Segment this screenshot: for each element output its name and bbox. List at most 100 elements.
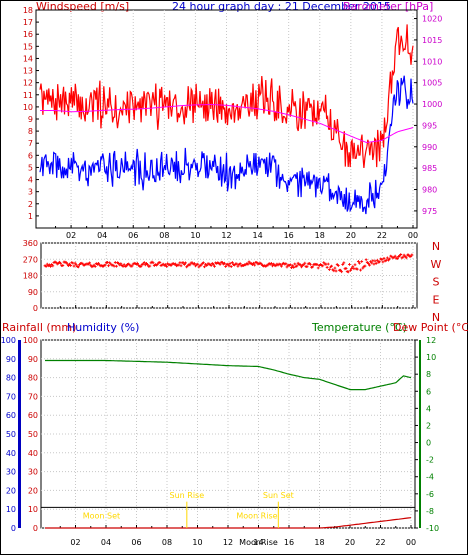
direction-point [158, 261, 162, 264]
direction-point [271, 264, 274, 268]
direction-point [284, 262, 288, 266]
direction-point [97, 261, 100, 265]
direction-point [122, 263, 126, 267]
humidity-y-tick-label: 30 [28, 468, 38, 477]
direction-compass-label: N [432, 240, 440, 253]
direction-point [77, 265, 80, 269]
direction-point [73, 261, 77, 265]
direction-point [358, 261, 361, 265]
humidity-axis-bar [18, 340, 21, 528]
direction-point [361, 266, 365, 270]
wind-x-tick-label: 00 [408, 231, 418, 240]
direction-point [253, 263, 257, 267]
direction-point [136, 262, 139, 265]
rain-y-tick-label: 0 [11, 524, 16, 533]
direction-point [146, 263, 149, 267]
wind-y-tick-label: 10 [23, 103, 33, 112]
direction-point [119, 262, 123, 266]
baro-y-tick-label: 990 [422, 143, 437, 152]
temperature-y-tick-label: -4 [426, 473, 434, 482]
direction-point [360, 260, 364, 263]
direction-point [174, 262, 177, 266]
direction-point [333, 266, 337, 270]
wind-y-tick-label: 18 [23, 6, 33, 15]
wind-y-tick-label: 13 [23, 67, 33, 76]
direction-point [151, 261, 155, 265]
temperature-y-tick-label: 2 [426, 421, 431, 430]
wind-y-tick-label: 15 [23, 42, 33, 51]
rain-y-tick-label: 60 [6, 411, 16, 420]
direction-point [340, 270, 344, 274]
direction-point [404, 256, 408, 260]
direction-point [226, 262, 230, 266]
climate-x-tick-label: 18 [314, 538, 324, 547]
direction-point [107, 264, 110, 268]
temperature-y-tick-label: -6 [426, 490, 434, 499]
direction-point [302, 263, 306, 267]
direction-point [49, 264, 52, 268]
wind-y-tick-label: 3 [28, 188, 33, 197]
series-layer [39, 24, 415, 529]
baro-y-tick-label: 975 [422, 207, 437, 216]
direction-point [64, 261, 68, 264]
direction-point [372, 262, 376, 266]
direction-y-tick-label: 0 [33, 304, 38, 313]
direction-point [182, 262, 186, 266]
climate-x-tick-label: 02 [70, 538, 80, 547]
baro-y-tick-label: 995 [422, 121, 437, 130]
direction-point [330, 264, 333, 268]
rainfall-axis-label: Rainfall (mm) [2, 321, 76, 334]
direction-point [346, 270, 350, 274]
baro-y-tick-label: 1020 [422, 15, 442, 24]
direction-point [366, 262, 370, 265]
direction-point [246, 262, 250, 266]
baro-y-tick-label: 985 [422, 164, 437, 173]
direction-point [292, 265, 296, 269]
humidity-y-tick-label: 40 [28, 449, 38, 458]
humidity-y-tick-label: 60 [28, 411, 38, 420]
direction-point [305, 265, 309, 269]
wind-y-tick-label: 12 [23, 79, 33, 88]
rain-y-tick-label: 80 [6, 374, 16, 383]
baro-y-tick-label: 980 [422, 186, 437, 195]
temperature-y-tick-label: -10 [426, 524, 439, 533]
direction-y-tick-label: 180 [23, 272, 38, 281]
direction-point [209, 264, 213, 267]
direction-point [196, 262, 200, 266]
direction-point [139, 265, 143, 268]
direction-point [74, 263, 78, 267]
direction-point [114, 264, 118, 268]
annotation-layer: Moon Set Sun Rise Sun Set Moon Rise MoonRise [83, 491, 294, 547]
direction-point [211, 262, 215, 266]
direction-point [295, 264, 299, 268]
wind-x-tick-label: 02 [66, 231, 76, 240]
direction-point [274, 264, 278, 268]
direction-compass-label: W [431, 258, 442, 271]
baro-y-tick-label: 1010 [422, 57, 442, 66]
direction-point [117, 261, 120, 265]
direction-point [156, 262, 160, 266]
axis-ticks: 1234567891011121314151617189759809859909… [1, 6, 443, 547]
direction-point [401, 255, 405, 259]
direction-point [393, 254, 397, 258]
direction-point [235, 262, 239, 266]
direction-compass-label: S [433, 276, 440, 289]
direction-point [315, 263, 319, 266]
direction-point [236, 264, 240, 268]
humidity-y-tick-label: 0 [33, 524, 38, 533]
direction-point [363, 264, 367, 268]
wind-y-tick-label: 7 [28, 139, 33, 148]
direction-point [169, 264, 173, 267]
direction-point [336, 264, 340, 267]
direction-point [130, 264, 134, 268]
temperature-axis-label: Temperature (°C) [311, 321, 407, 334]
direction-point [398, 254, 402, 258]
direction-point [59, 261, 63, 265]
dew-point-axis-label: Dew Point (°C) [393, 321, 468, 334]
direction-point [238, 262, 242, 266]
direction-point [230, 261, 234, 264]
direction-point [193, 262, 196, 265]
rain-y-tick-label: 100 [1, 336, 16, 345]
direction-point [399, 253, 403, 256]
